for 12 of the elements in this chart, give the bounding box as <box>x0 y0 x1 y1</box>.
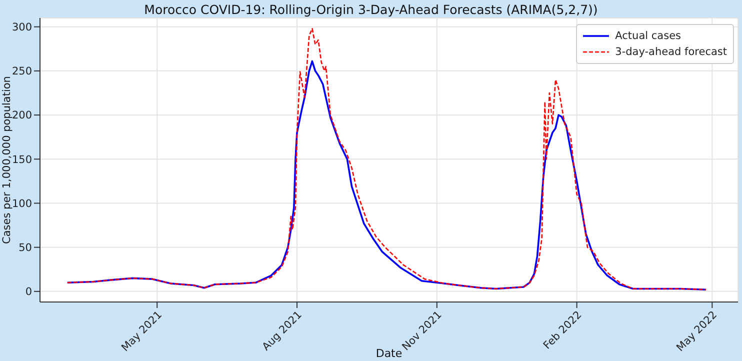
chart-title: Morocco COVID-19: Rolling-Origin 3-Day-Ahead Forecasts (ARIMA(5,2,7)) <box>143 2 599 17</box>
legend-label: Actual cases <box>615 30 681 42</box>
y-tick-label: 300 <box>12 22 32 34</box>
y-tick-label: 250 <box>12 66 32 78</box>
y-tick-label: 100 <box>12 198 32 210</box>
x-axis-title: Date <box>376 347 402 360</box>
legend-label: 3-day-ahead forecast <box>615 46 727 58</box>
y-tick-label: 150 <box>12 154 32 166</box>
y-tick-label: 0 <box>25 286 32 298</box>
y-axis-title: Cases per 1,000,000 population <box>1 76 13 244</box>
y-tick-label: 200 <box>12 110 32 122</box>
y-tick-label: 50 <box>18 242 32 254</box>
